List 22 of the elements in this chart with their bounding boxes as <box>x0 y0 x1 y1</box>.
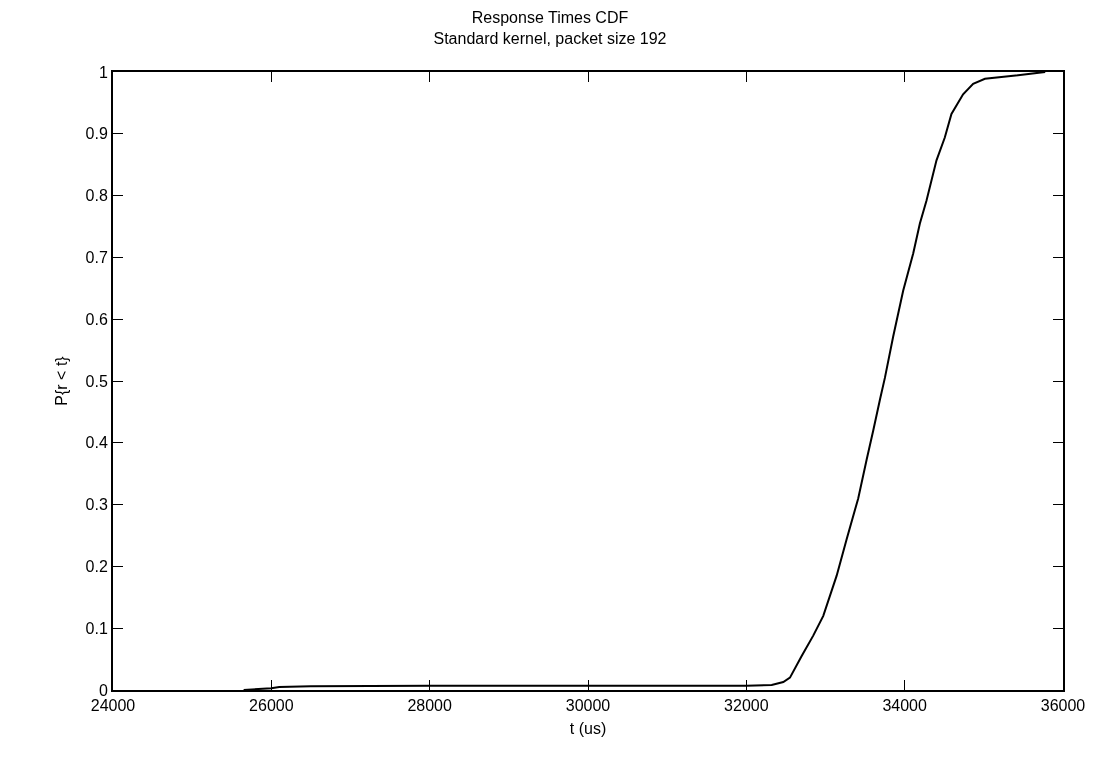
x-tick-label: 28000 <box>407 697 453 715</box>
x-tick-label: 32000 <box>724 697 769 715</box>
chart-title: Response Times CDF <box>471 8 629 26</box>
y-tick-label: 0.1 <box>85 619 108 637</box>
y-tick-label: 0.6 <box>85 310 108 328</box>
x-tick-label: 30000 <box>565 697 611 715</box>
x-tick-label: 34000 <box>882 697 928 715</box>
y-tick-label: 0.3 <box>85 496 108 514</box>
y-tick-label: 0.8 <box>85 187 108 205</box>
chart-subtitle: Standard kernel, packet size 192 <box>433 29 667 47</box>
y-tick-label: 0.9 <box>85 125 108 143</box>
y-tick-label: 0.2 <box>85 558 108 575</box>
x-tick-label: 24000 <box>90 697 136 715</box>
y-tick-label: 0.4 <box>85 434 108 452</box>
x-tick-label: 26000 <box>249 697 294 715</box>
y-tick-label: 0 <box>98 681 108 699</box>
y-tick-label: 0.7 <box>85 249 108 266</box>
y-tick-label: 0.5 <box>85 372 108 390</box>
y-axis-title: P{r < t} <box>52 355 70 406</box>
x-axis-title: t (us) <box>569 720 607 738</box>
x-tick-label: 36000 <box>1040 697 1086 715</box>
y-tick-label: 1 <box>98 63 108 81</box>
